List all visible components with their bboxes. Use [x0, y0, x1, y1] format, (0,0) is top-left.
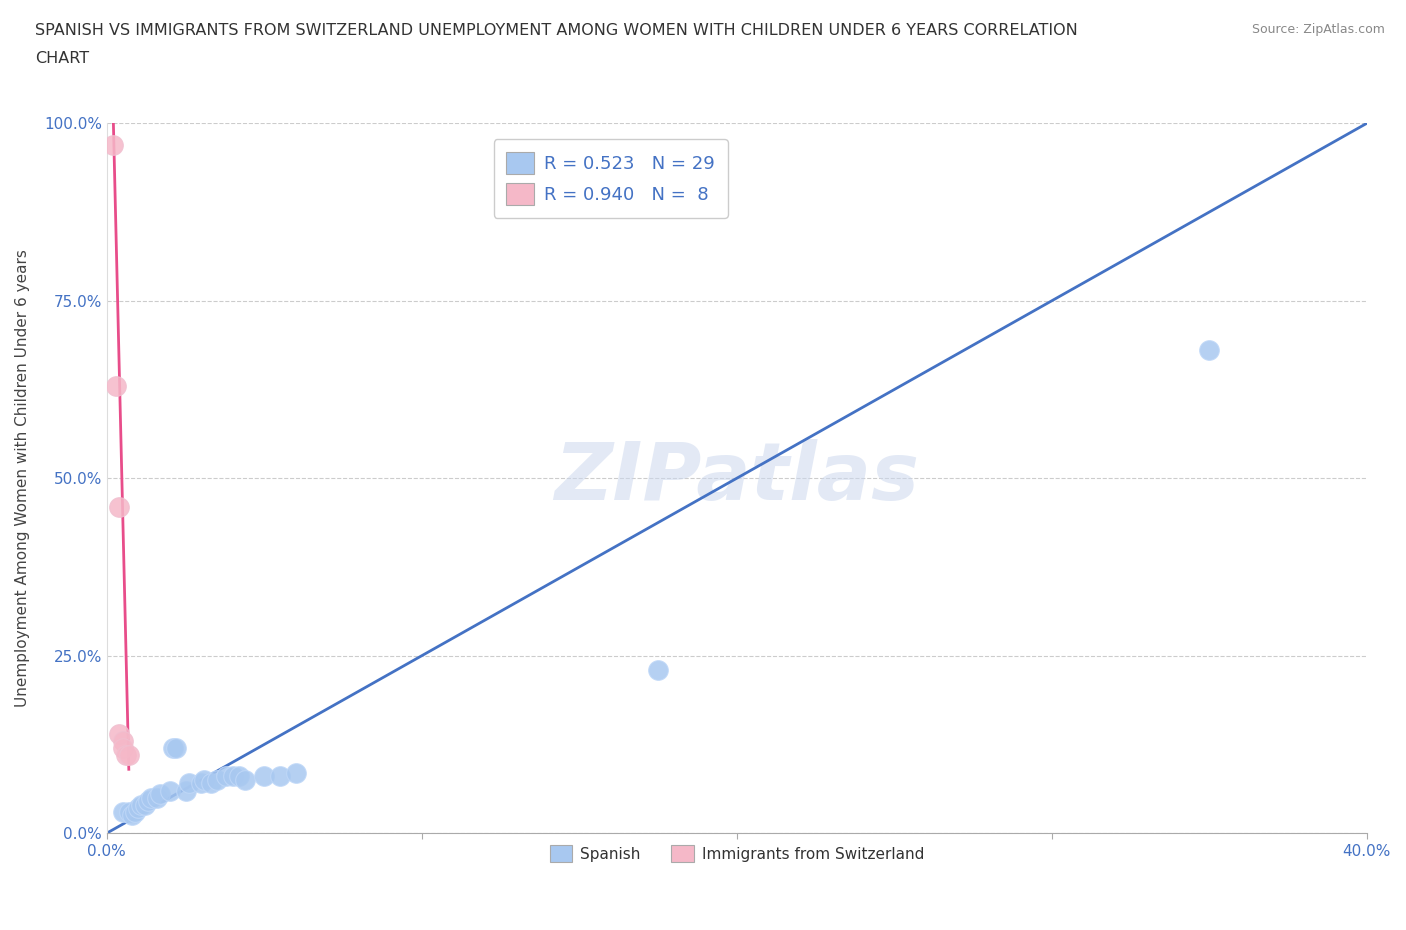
Text: ZIPatlas: ZIPatlas — [554, 439, 920, 517]
Point — [121, 808, 143, 823]
Point — [124, 804, 146, 819]
Point — [177, 776, 200, 790]
Point — [136, 794, 159, 809]
Point — [111, 804, 134, 819]
Point — [108, 726, 131, 741]
Point — [205, 773, 228, 788]
Point — [222, 769, 245, 784]
Point — [269, 769, 291, 784]
Point — [200, 776, 222, 790]
Legend: Spanish, Immigrants from Switzerland: Spanish, Immigrants from Switzerland — [544, 839, 931, 868]
Point — [162, 740, 184, 755]
Y-axis label: Unemployment Among Women with Children Under 6 years: Unemployment Among Women with Children U… — [15, 249, 30, 707]
Point — [228, 769, 250, 784]
Point — [127, 801, 149, 816]
Point — [111, 740, 134, 755]
Point — [101, 137, 124, 152]
Text: SPANISH VS IMMIGRANTS FROM SWITZERLAND UNEMPLOYMENT AMONG WOMEN WITH CHILDREN UN: SPANISH VS IMMIGRANTS FROM SWITZERLAND U… — [35, 23, 1078, 38]
Point — [134, 797, 156, 812]
Point — [193, 773, 215, 788]
Point — [253, 769, 276, 784]
Point — [139, 790, 162, 805]
Point — [118, 804, 141, 819]
Point — [215, 769, 238, 784]
Point — [165, 740, 187, 755]
Text: Source: ZipAtlas.com: Source: ZipAtlas.com — [1251, 23, 1385, 36]
Point — [159, 783, 181, 798]
Point — [647, 662, 669, 677]
Point — [190, 776, 212, 790]
Point — [114, 748, 136, 763]
Point — [1198, 343, 1220, 358]
Point — [235, 773, 257, 788]
Point — [111, 734, 134, 749]
Point — [118, 748, 141, 763]
Point — [131, 797, 153, 812]
Point — [105, 379, 128, 393]
Text: CHART: CHART — [35, 51, 89, 66]
Point — [284, 765, 307, 780]
Point — [146, 790, 169, 805]
Point — [149, 787, 172, 802]
Point — [174, 783, 197, 798]
Point — [108, 499, 131, 514]
